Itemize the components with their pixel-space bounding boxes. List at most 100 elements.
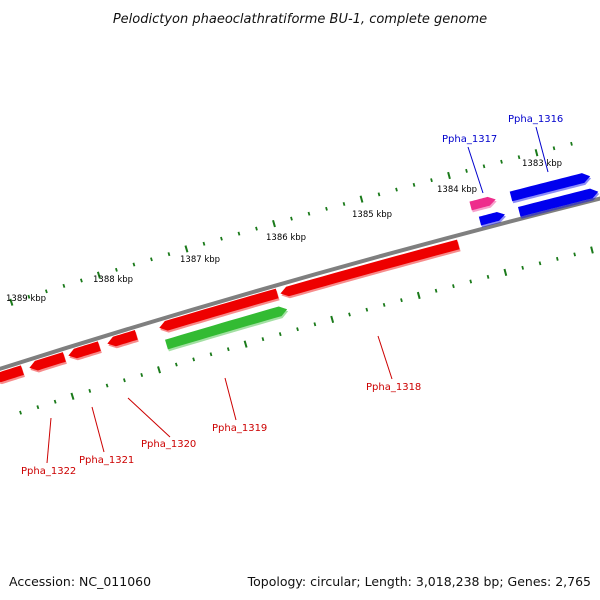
gene-ppha-1322[interactable] (29, 352, 67, 373)
gene-ppha-1318-part[interactable] (159, 288, 280, 333)
minor-tick (377, 192, 381, 197)
label-leaders (46, 126, 549, 464)
gene-label-ppha-1318[interactable]: Ppha_1318 (366, 382, 421, 393)
major-tick (359, 195, 364, 203)
gene-ppha-1316-alt-body (517, 188, 599, 217)
minor-tick (500, 159, 503, 164)
gene-ppha-1320[interactable] (107, 330, 139, 349)
minor-tick (278, 332, 282, 337)
gene-ppha-1317-pseudo[interactable] (469, 196, 497, 213)
leader-ppha-1318 (377, 335, 393, 380)
minor-tick (382, 302, 386, 307)
minor-tick (552, 146, 556, 151)
minor-tick (395, 187, 398, 192)
major-tick (330, 315, 335, 324)
gene-label-ppha-1321[interactable]: Ppha_1321 (79, 455, 134, 466)
gene-ppha-1317-forward[interactable] (478, 212, 506, 228)
gene-ppha-1317-forward-body (478, 212, 505, 226)
gene-ppha-1316-alt[interactable] (517, 188, 600, 219)
minor-tick (521, 265, 525, 270)
minor-tick (261, 337, 265, 342)
scale-label-1388: 1388 kbp (93, 275, 133, 285)
leader-ppha-1317 (467, 146, 484, 194)
major-tick (243, 340, 248, 348)
major-tick (272, 219, 276, 228)
major-tick (9, 298, 14, 306)
minor-tick (115, 267, 118, 272)
minor-tick (140, 373, 144, 377)
minor-tick (342, 201, 346, 206)
minor-tick (226, 347, 230, 352)
topology-text: Topology: circular; Length: 3,018,238 bp… (247, 574, 591, 589)
minor-tick (174, 362, 178, 367)
minor-tick (538, 261, 542, 266)
minor-tick (430, 178, 433, 183)
gene-ppha-1316-forward-body (509, 173, 591, 202)
minor-tick (255, 226, 258, 231)
major-tick (447, 171, 451, 180)
page-title: Pelodictyon phaeoclathratiforme BU-1, co… (113, 12, 487, 27)
minor-tick (150, 257, 153, 262)
accession-text: Accession: NC_011060 (9, 574, 151, 589)
gene-ppha-1316-forward[interactable] (509, 173, 592, 204)
leader-ppha-1320 (127, 397, 171, 438)
leader-ppha-1321 (91, 406, 105, 453)
minor-tick (325, 206, 328, 211)
minor-tick (237, 231, 241, 236)
major-tick (416, 291, 421, 300)
gene-ppha-1318-part-body (159, 288, 279, 331)
minor-tick (573, 252, 576, 257)
minor-tick (486, 274, 490, 279)
gene-label-ppha-1319[interactable]: Ppha_1319 (212, 423, 267, 434)
minor-tick (88, 388, 92, 393)
minor-tick (465, 168, 468, 173)
gene-ppha-1318[interactable] (280, 239, 461, 299)
gene-ppha-1320-body (107, 330, 138, 347)
minor-tick (296, 327, 299, 332)
minor-tick (80, 278, 83, 283)
minor-tick (132, 262, 136, 267)
gene-label-ppha-1320[interactable]: Ppha_1320 (141, 439, 196, 450)
gene-ppha-1321[interactable] (68, 341, 102, 361)
gene-label-ppha-1317[interactable]: Ppha_1317 (442, 134, 497, 145)
gene-ppha-1319[interactable] (165, 306, 289, 352)
gene-label-ppha-1322[interactable]: Ppha_1322 (21, 466, 76, 477)
gene-label-ppha-1316[interactable]: Ppha_1316 (508, 114, 563, 125)
minor-tick (313, 322, 317, 327)
minor-tick (123, 378, 126, 383)
major-tick (503, 268, 508, 276)
minor-tick (192, 357, 196, 362)
minor-tick (290, 216, 293, 221)
minor-tick (167, 252, 171, 257)
scale-label-1386: 1386 kbp (266, 233, 306, 243)
minor-tick (517, 155, 521, 160)
minor-tick (209, 352, 213, 357)
minor-tick (348, 312, 351, 317)
minor-tick (556, 256, 559, 261)
minor-tick (570, 141, 573, 146)
major-tick (157, 366, 162, 374)
leader-ppha-1322 (46, 417, 52, 464)
gene-ppha-1323-edge-body (0, 365, 24, 383)
minor-tick (469, 279, 473, 284)
minor-tick (62, 283, 66, 288)
minor-tick (202, 241, 206, 246)
gene-ppha-1321-body (68, 341, 101, 359)
minor-tick (27, 294, 31, 299)
minor-tick (452, 284, 455, 289)
minor-tick (19, 410, 22, 415)
scale-label-1387: 1387 kbp (180, 255, 220, 265)
major-tick (590, 246, 594, 254)
scale-label-1385: 1385 kbp (352, 210, 392, 220)
scale-label-1389: 1389 kbp (6, 294, 46, 304)
scale-ticks (9, 141, 594, 415)
major-tick (184, 245, 189, 253)
scale-label-1383: 1383 kbp (522, 159, 562, 169)
genome-backbone (0, 196, 600, 371)
leader-ppha-1319 (224, 377, 237, 421)
minor-tick (412, 182, 416, 187)
gene-ppha-1323-edge[interactable] (0, 365, 25, 385)
gene-features (0, 173, 600, 385)
gene-ppha-1317-pseudo-body (469, 196, 496, 211)
